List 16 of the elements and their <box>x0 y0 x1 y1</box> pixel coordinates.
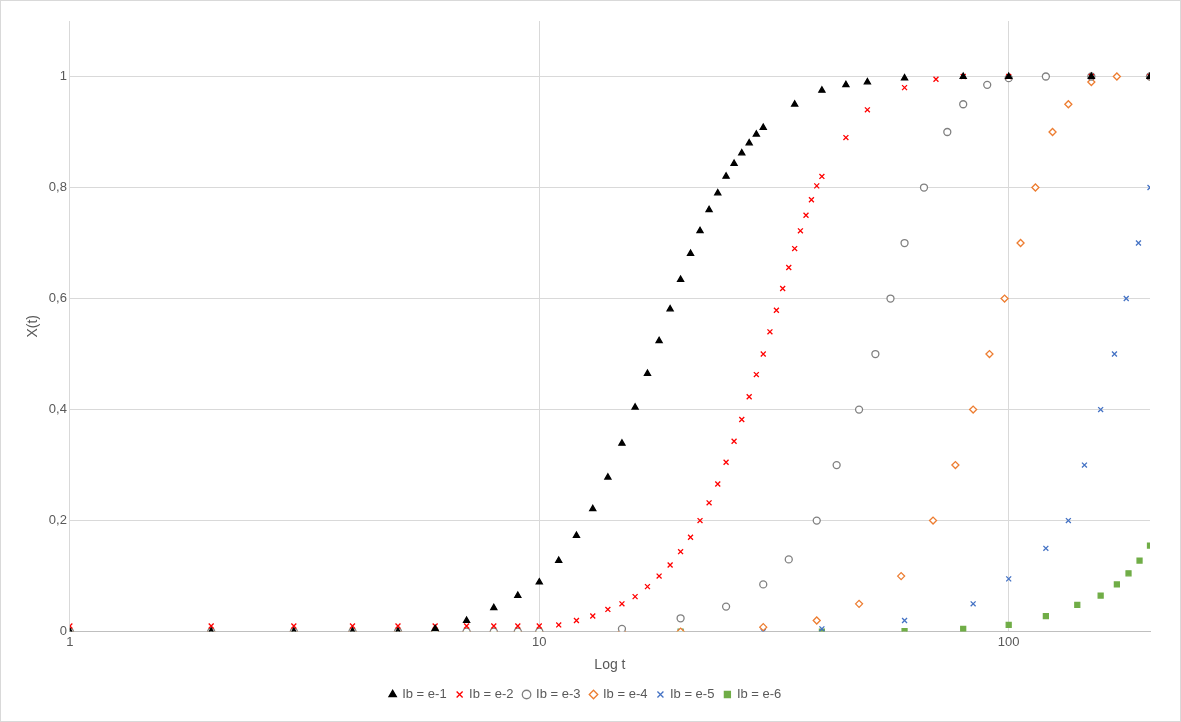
legend-label: Ib = e-1 <box>402 686 447 702</box>
y-tick-label: 0,6 <box>48 290 67 306</box>
y-tick-label: 0,8 <box>48 179 67 195</box>
legend-label: Ib = e-2 <box>469 686 514 702</box>
legend-label: Ib = e-4 <box>603 686 648 702</box>
legend-label: Ib = e-3 <box>536 686 581 702</box>
x-tick-label: 100 <box>997 633 1020 649</box>
y-tick-label: 0,4 <box>48 401 67 417</box>
y-tick-label: 1 <box>59 68 67 84</box>
y-tick-label: 0,2 <box>48 512 67 528</box>
y-tick-label: 0 <box>59 623 67 639</box>
x-tick-label: 10 <box>532 633 547 649</box>
legend-label: Ib = e-6 <box>736 686 782 702</box>
legend-label: Ib = e-5 <box>669 686 715 702</box>
y-axis-title: X(t) <box>24 315 41 338</box>
x-axis-title: Log t <box>594 656 626 673</box>
